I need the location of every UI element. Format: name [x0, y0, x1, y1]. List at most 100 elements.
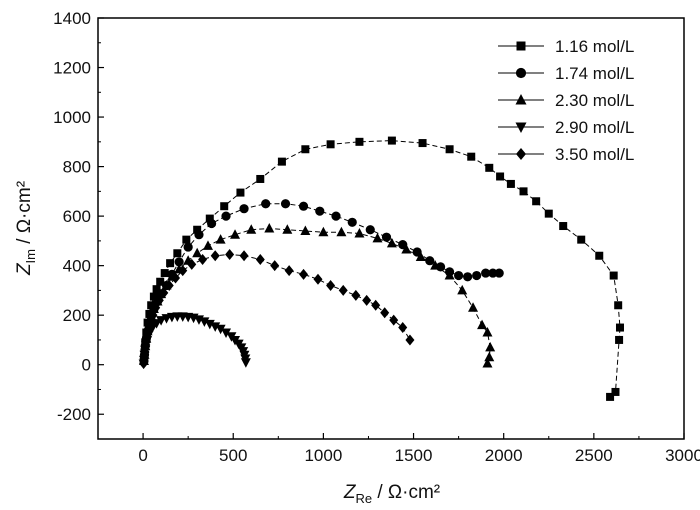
- data-point: [300, 225, 311, 235]
- data-point: [485, 163, 494, 172]
- data-point: [282, 224, 293, 234]
- data-point: [326, 140, 335, 149]
- data-point: [171, 272, 181, 284]
- legend-label: 2.90 mol/L: [555, 118, 634, 137]
- data-point: [299, 268, 309, 280]
- data-point: [472, 270, 482, 281]
- data-point: [405, 334, 415, 346]
- data-point: [261, 199, 271, 209]
- data-point: [204, 319, 215, 330]
- data-point: [215, 324, 226, 335]
- data-point: [156, 316, 167, 326]
- x-axis-title-sub: Re: [355, 491, 372, 506]
- plot-frame: [97, 17, 685, 440]
- x-axis-title: ZRe / Ω·cm²: [343, 482, 440, 506]
- data-point: [488, 268, 498, 278]
- data-point: [606, 392, 615, 401]
- data-point: [210, 322, 221, 332]
- legend-marker: [515, 94, 527, 105]
- data-point: [482, 357, 493, 368]
- data-point: [280, 199, 291, 209]
- legend-label: 1.74 mol/L: [555, 64, 634, 83]
- data-point: [457, 284, 468, 295]
- data-point: [193, 225, 202, 234]
- data-point: [256, 174, 265, 183]
- data-point: [494, 268, 504, 278]
- data-point: [225, 249, 235, 261]
- data-point: [444, 270, 455, 280]
- y-axis-title: ZIm / Ω·cm²: [14, 181, 38, 276]
- data-point: [484, 351, 495, 362]
- data-point: [142, 331, 152, 343]
- data-point: [301, 145, 310, 154]
- x-tick-label: 2000: [485, 446, 523, 465]
- data-point: [221, 328, 232, 339]
- series-layer: [138, 136, 624, 401]
- data-point: [365, 225, 375, 235]
- y-tick-label: 400: [63, 257, 91, 276]
- data-point: [577, 235, 586, 244]
- data-point: [614, 301, 623, 310]
- y-tick-label: 800: [63, 158, 91, 177]
- data-point: [496, 172, 505, 181]
- legend-entry: 1.16 mol/L: [498, 37, 634, 56]
- x-axis-title-unit: / Ω·cm²: [372, 482, 440, 503]
- data-point: [595, 251, 604, 260]
- data-point: [160, 269, 169, 278]
- data-point: [236, 188, 245, 197]
- y-axis-title-sub: Im: [23, 249, 38, 263]
- y-tick-label: 1400: [53, 9, 91, 28]
- data-point: [230, 229, 241, 239]
- data-point: [202, 240, 213, 250]
- data-point: [331, 211, 341, 221]
- data-point: [615, 323, 624, 332]
- legend: 1.16 mol/L 1.74 mol/L 2.30 mol/L 2.90 mol/L…: [498, 37, 634, 164]
- data-point: [166, 259, 175, 268]
- data-point: [315, 206, 325, 216]
- data-point: [380, 307, 390, 319]
- data-point: [240, 358, 251, 368]
- data-point: [264, 223, 275, 233]
- x-tick-label: 500: [219, 446, 247, 465]
- data-point: [481, 268, 491, 278]
- data-point: [544, 209, 553, 218]
- data-point: [401, 244, 412, 254]
- y-tick-label: -200: [57, 405, 91, 424]
- series-line: [143, 140, 621, 398]
- data-point: [159, 287, 169, 299]
- x-tick-label: 1000: [304, 446, 342, 465]
- data-point: [615, 335, 624, 344]
- data-point: [205, 214, 214, 223]
- data-point: [239, 250, 249, 262]
- data-point: [532, 197, 541, 206]
- data-point: [298, 201, 309, 211]
- data-point: [151, 302, 161, 314]
- data-point: [154, 294, 164, 306]
- data-point: [270, 260, 280, 272]
- x-axis-title-main: Z: [343, 482, 357, 503]
- legend-entry: 2.90 mol/L: [498, 118, 634, 137]
- series-2: [139, 199, 504, 366]
- data-point: [183, 242, 193, 252]
- data-point: [372, 232, 383, 243]
- data-point: [468, 302, 479, 312]
- data-point: [215, 234, 226, 244]
- data-point: [609, 271, 618, 280]
- y-axis-title-unit: / Ω·cm²: [14, 181, 35, 249]
- series-5: [139, 249, 415, 369]
- data-point: [221, 211, 231, 221]
- data-point: [351, 289, 361, 301]
- data-point: [140, 346, 150, 358]
- data-point: [485, 341, 496, 352]
- data-point: [313, 273, 323, 285]
- data-point: [255, 253, 265, 265]
- y-tick-label: 200: [63, 306, 91, 325]
- series-1: [139, 136, 624, 401]
- data-point: [173, 249, 182, 258]
- data-point: [354, 227, 365, 238]
- x-tick-label: 2500: [575, 446, 613, 465]
- y-tick-label: 1000: [53, 108, 91, 127]
- data-point: [415, 251, 426, 261]
- data-point: [430, 260, 441, 270]
- data-point: [482, 327, 493, 337]
